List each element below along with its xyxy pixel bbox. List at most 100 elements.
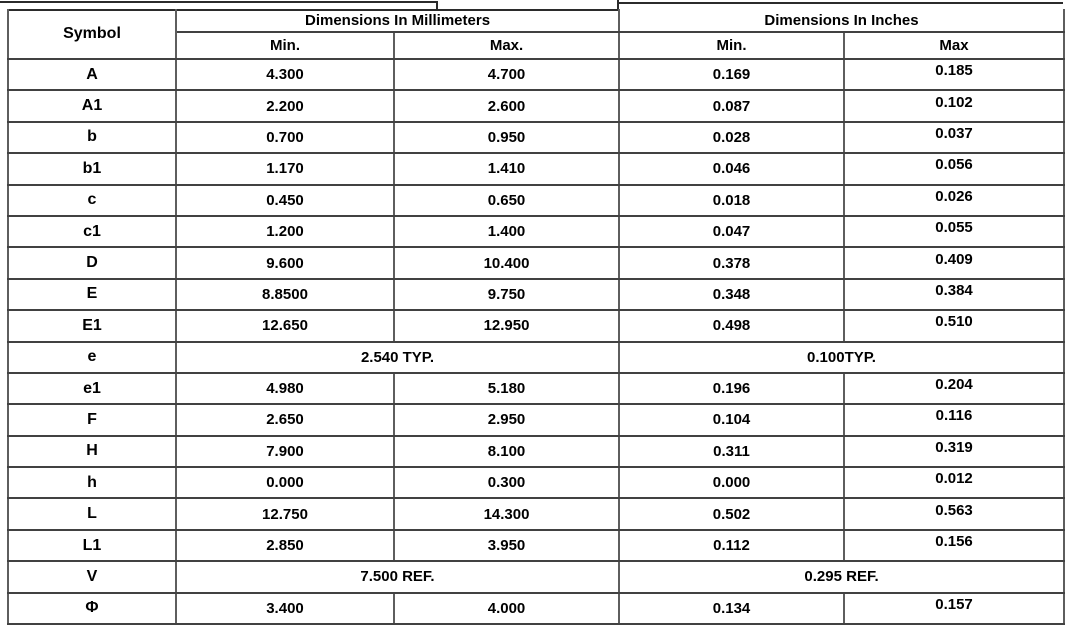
mm-min-cell: 9.600 <box>175 246 395 280</box>
symbol-cell-value: D <box>86 254 98 272</box>
in-max-cell: 0.510 <box>843 309 1066 343</box>
table-row: V 7.500 REF. 0.295 REF. <box>7 560 1066 594</box>
in-max-cell-value: 0.409 <box>935 250 973 268</box>
mm-span-cell: 7.500 REF. <box>174 560 621 594</box>
mm-max-cell-value: 0.650 <box>487 191 526 209</box>
in-min-cell: 0.169 <box>618 57 846 92</box>
in-min-cell: 0.134 <box>618 591 846 626</box>
mm-min-cell-value: 4.300 <box>266 66 304 84</box>
in-min-cell: 0.498 <box>618 309 846 343</box>
in-min-cell: 0.046 <box>618 152 846 186</box>
table-row: b 0.700 0.950 0.028 0.037 <box>7 120 1066 155</box>
symbol-cell: H <box>7 434 177 469</box>
symbol-cell: c1 <box>7 214 177 249</box>
in-max-cell-value: 0.204 <box>935 376 973 394</box>
in-max-cell: 0.563 <box>843 497 1066 531</box>
mm-min-cell-value: 0.700 <box>266 128 304 146</box>
symbol-cell: e1 <box>7 371 177 406</box>
in-max-cell-value: 0.384 <box>935 281 973 299</box>
mm-max-cell-value: 8.100 <box>487 442 526 460</box>
dimensions-table: Symbol Dimensions In Millimeters Dimensi… <box>7 9 1066 626</box>
table-row: D 9.600 10.400 0.378 0.409 <box>7 246 1066 280</box>
in-max-cell: 0.409 <box>843 246 1066 280</box>
mm-min-cell: 12.650 <box>175 309 395 343</box>
mm-max-cell-value: 0.300 <box>487 474 526 492</box>
symbol-cell-value: E1 <box>82 316 102 334</box>
symbol-cell: b <box>7 120 177 155</box>
in-max-cell-value: 0.319 <box>935 438 973 456</box>
table-row: A 4.300 4.700 0.169 0.185 <box>7 57 1066 92</box>
table-row: L 12.750 14.300 0.502 0.563 <box>7 497 1066 531</box>
table-row: L1 2.850 3.950 0.112 0.156 <box>7 528 1066 563</box>
mm-span-cell-value: 7.500 REF. <box>360 568 435 586</box>
in-max-cell: 0.102 <box>843 89 1066 123</box>
mm-max-cell: 1.400 <box>392 214 621 249</box>
mm-min-cell-value: 0.450 <box>266 191 304 209</box>
table-row: A1 2.200 2.600 0.087 0.102 <box>7 89 1066 123</box>
in-min-cell-value: 0.112 <box>713 537 750 555</box>
table-row: e1 4.980 5.180 0.196 0.204 <box>7 371 1066 406</box>
col-header-mm-min: Min. <box>175 31 395 60</box>
in-max-cell: 0.012 <box>843 466 1066 500</box>
symbol-cell: L <box>7 497 177 531</box>
mm-max-cell: 10.400 <box>392 246 621 280</box>
table-body: A 4.300 4.700 0.169 0.185 A1 2.200 2.600 0.087 0.… <box>7 57 1066 626</box>
in-max-cell-value: 0.185 <box>935 62 973 80</box>
mm-max-cell: 3.950 <box>392 528 621 563</box>
symbol-cell-value: L1 <box>82 536 102 554</box>
in-max-cell: 0.037 <box>843 120 1066 155</box>
mm-min-cell-value: 4.980 <box>266 380 304 398</box>
mm-max-cell-value: 3.950 <box>487 537 526 555</box>
in-max-cell: 0.185 <box>843 57 1066 92</box>
mm-min-cell: 0.000 <box>175 466 395 500</box>
table-row: b1 1.170 1.410 0.046 0.056 <box>7 152 1066 186</box>
col-header-mm-group: Dimensions In Millimeters <box>174 9 621 33</box>
col-header-inches-group: Dimensions In Inches <box>618 9 1066 33</box>
in-min-cell: 0.028 <box>618 120 846 155</box>
mm-max-cell-value: 2.950 <box>487 411 526 429</box>
header-row-groups: Symbol Dimensions In Millimeters Dimensi… <box>7 9 1066 60</box>
mm-span-cell-value: 2.540 TYP. <box>360 348 435 366</box>
mm-max-cell-value: 0.950 <box>487 128 526 146</box>
symbol-cell-value: F <box>87 410 97 428</box>
mm-max-cell: 0.650 <box>392 183 621 217</box>
in-min-cell-value: 0.046 <box>712 160 751 178</box>
symbol-cell: D <box>7 246 177 280</box>
symbol-cell-value: L <box>87 505 97 523</box>
in-min-cell-value: 0.104 <box>712 411 751 429</box>
in-max-cell-value: 0.156 <box>935 533 973 551</box>
in-max-cell-value: 0.102 <box>935 93 973 111</box>
mm-max-cell-value: 10.400 <box>483 254 530 272</box>
mm-min-cell: 2.850 <box>175 528 395 563</box>
mm-min-cell: 4.300 <box>175 57 395 92</box>
in-max-cell-value: 0.157 <box>935 595 973 613</box>
symbol-cell: E <box>7 277 177 312</box>
in-min-cell-value: 0.047 <box>712 223 751 241</box>
symbol-cell-value: e1 <box>83 379 101 397</box>
mm-min-cell: 8.8500 <box>175 277 395 312</box>
col-header-in-min: Min. <box>618 31 846 60</box>
symbol-cell-value: c <box>87 191 97 209</box>
mm-max-cell: 12.950 <box>392 309 621 343</box>
symbol-cell: E1 <box>7 309 177 343</box>
table-row: h 0.000 0.300 0.000 0.012 <box>7 466 1066 500</box>
in-max-cell-value: 0.510 <box>935 313 973 331</box>
mm-min-cell: 2.650 <box>175 403 395 437</box>
in-max-cell: 0.116 <box>843 403 1066 437</box>
in-max-cell: 0.319 <box>843 434 1066 469</box>
mm-max-cell-value: 4.000 <box>487 599 526 617</box>
in-max-cell-value: 0.055 <box>935 219 973 237</box>
in-min-cell-value: 0.087 <box>712 97 751 115</box>
mm-min-cell-value: 1.170 <box>266 160 304 178</box>
cropped-edge-tick-2 <box>617 0 619 11</box>
mm-max-cell: 0.950 <box>392 120 621 155</box>
symbol-cell-value: b1 <box>82 159 102 177</box>
in-max-cell-value: 0.563 <box>935 501 973 519</box>
in-min-cell: 0.087 <box>618 89 846 123</box>
table-row: c 0.450 0.650 0.018 0.026 <box>7 183 1066 217</box>
col-header-in-max: Max <box>843 31 1066 60</box>
mm-min-cell-value: 0.000 <box>266 474 304 492</box>
mm-min-cell-value: 2.200 <box>266 97 304 115</box>
in-min-cell-value: 0.028 <box>712 128 751 146</box>
